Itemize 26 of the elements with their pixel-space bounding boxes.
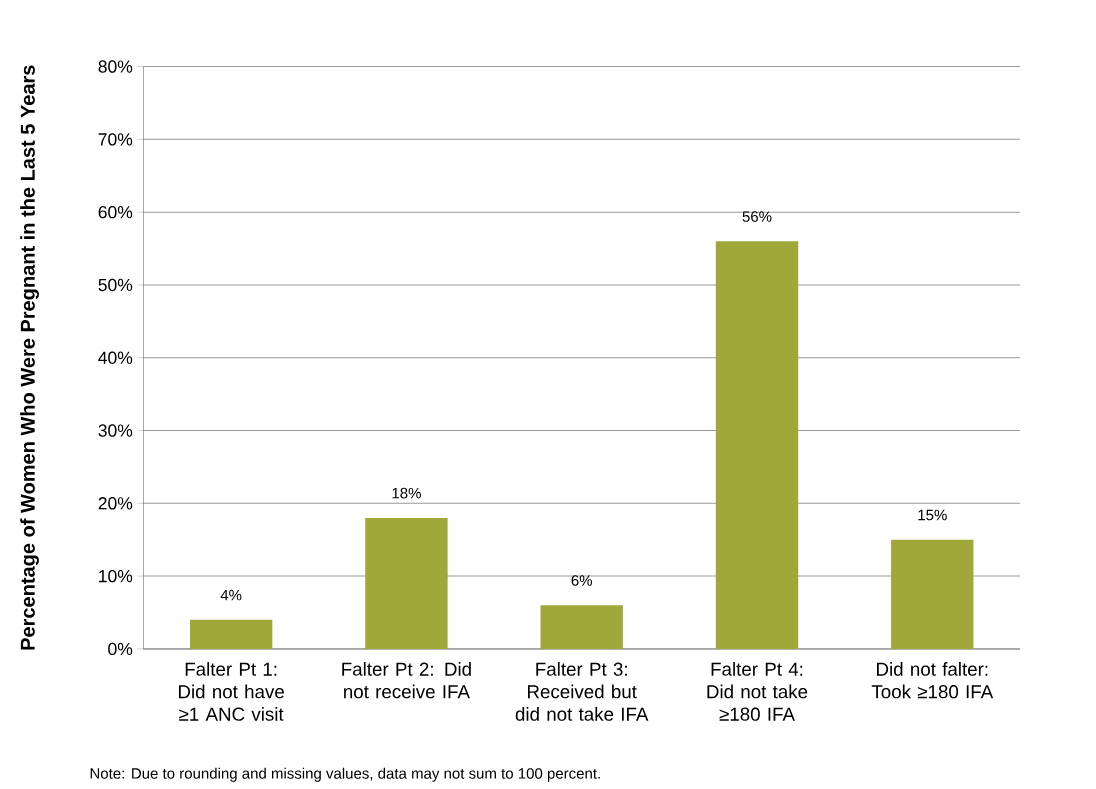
data-label: 56% [742, 211, 772, 223]
x-tick-label: Falter Pt 2: Did not receive IFA [342, 662, 471, 699]
x-tick-label: Falter Pt 1: Did not have ≥1 ANC visit [178, 662, 284, 722]
x-tick-label: Falter Pt 4: Did not take ≥180 IFA [707, 662, 808, 722]
y-tick-label: 50% [98, 278, 133, 292]
y-tick-label: 0% [108, 642, 133, 656]
y-tick-label: 20% [98, 497, 133, 510]
bar [715, 241, 799, 650]
data-label: 4% [220, 590, 242, 601]
y-tick-label: 80% [98, 60, 133, 73]
bar [540, 605, 623, 650]
y-tick-label: 10% [99, 570, 133, 583]
x-tick-label: Did not falter: Took ≥180 IFA [871, 662, 994, 699]
y-tick-label: 70% [98, 133, 133, 146]
y-tick-label: 40% [98, 351, 133, 365]
bar [365, 518, 448, 650]
bar [189, 619, 273, 650]
data-label: 15% [918, 509, 947, 521]
y-tick-label: 30% [98, 424, 133, 437]
y-axis-title: Percentage of Women Who Were Pregnant in the Last 5 Years [20, 65, 39, 650]
data-label: 18% [392, 488, 421, 499]
bar [891, 539, 974, 650]
text: Note: Due to rounding and missing values, data may not sum to 100 percent. [90, 767, 600, 782]
y-tick-label: 60% [98, 206, 133, 219]
x-tick-label: Falter Pt 3: Received but did not take IFA [515, 662, 649, 722]
data-label: 6% [571, 575, 593, 586]
